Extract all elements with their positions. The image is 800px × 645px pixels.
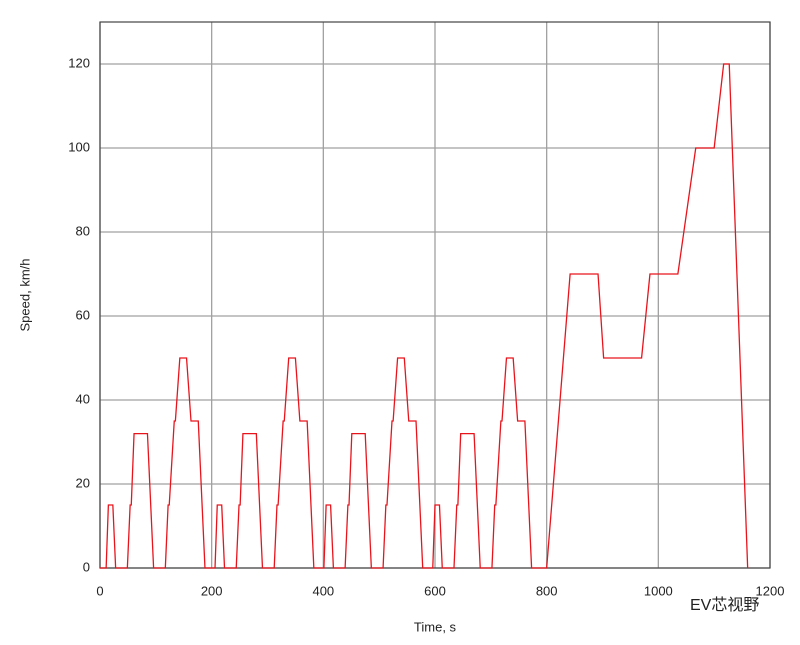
plot-frame [99, 21, 771, 569]
x-tick-label: 1200 [756, 583, 785, 598]
y-tick-label: 120 [68, 55, 90, 70]
y-tick-label: 40 [76, 391, 90, 406]
y-tick-label: 0 [83, 559, 90, 574]
x-tick-label: 200 [201, 583, 223, 598]
y-tick-label: 60 [76, 307, 90, 322]
y-tick-label: 20 [76, 475, 90, 490]
y-tick-label: 100 [68, 139, 90, 154]
y-tick-label: 80 [76, 223, 90, 238]
x-tick-label: 1000 [644, 583, 673, 598]
x-tick-label: 600 [424, 583, 446, 598]
watermark: EV芯视野 [690, 596, 759, 614]
x-tick-label: 800 [536, 583, 558, 598]
data-line [100, 63, 749, 569]
y-axis-label: Speed, km/h [17, 259, 32, 332]
x-axis-label: Time, s [414, 619, 457, 634]
x-tick-label: 0 [96, 583, 103, 598]
x-tick-label: 400 [312, 583, 334, 598]
